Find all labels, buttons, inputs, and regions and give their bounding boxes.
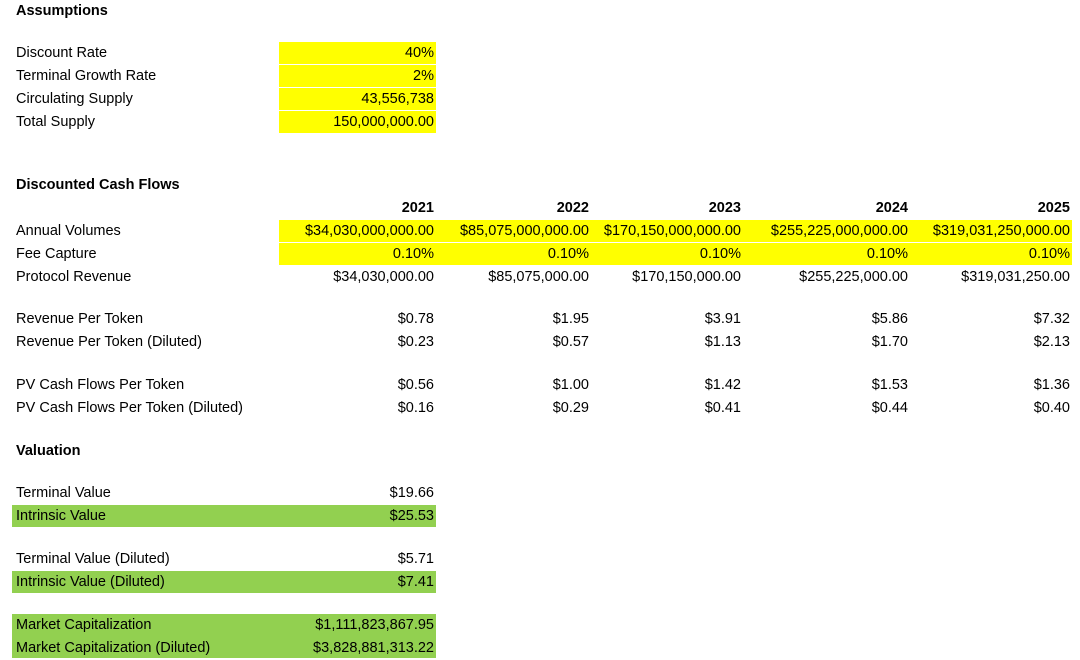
pv-cash-flows-per-token-diluted-2023-cell[interactable]: $0.41	[704, 400, 741, 416]
protocol-revenue-label: Protocol Revenue	[16, 269, 132, 285]
year-header-2022: 2022	[556, 200, 589, 216]
market-cap-cell[interactable]: $1,111,823,867.95	[315, 617, 434, 633]
revenue-per-token-diluted-2024-cell[interactable]: $1.70	[871, 334, 908, 350]
revenue-per-token-2021-cell[interactable]: $0.78	[397, 311, 434, 327]
pv-cash-flows-per-token-diluted-2025-cell[interactable]: $0.40	[1033, 400, 1070, 416]
annual-volumes-label: Annual Volumes	[16, 223, 121, 239]
pv-cash-flows-per-token-diluted-2021-cell[interactable]: $0.16	[397, 400, 434, 416]
circulating-supply-label: Circulating Supply	[16, 91, 133, 107]
annual-volumes-2024-cell[interactable]: $255,225,000,000.00	[743, 220, 910, 242]
fee-capture-2024-cell[interactable]: 0.10%	[743, 243, 910, 265]
revenue-per-token-2023-cell[interactable]: $3.91	[704, 311, 741, 327]
terminal-growth-rate-label: Terminal Growth Rate	[16, 68, 157, 84]
pv-cash-flows-per-token-diluted-label: PV Cash Flows Per Token (Diluted)	[16, 400, 243, 416]
intrinsic-value-label: Intrinsic Value	[16, 508, 106, 524]
annual-volumes-2021-cell[interactable]: $34,030,000,000.00	[279, 220, 436, 242]
protocol-revenue-2022-cell[interactable]: $85,075,000.00	[488, 269, 589, 285]
fee-capture-2021-cell[interactable]: 0.10%	[279, 243, 436, 265]
revenue-per-token-diluted-2023-cell[interactable]: $1.13	[704, 334, 741, 350]
terminal-growth-rate-cell[interactable]: 2%	[279, 65, 436, 87]
terminal-value-cell[interactable]: $19.66	[389, 485, 434, 501]
discount-rate-label: Discount Rate	[16, 45, 108, 61]
revenue-per-token-2022-cell[interactable]: $1.95	[552, 311, 589, 327]
market-cap-diluted-label: Market Capitalization (Diluted)	[16, 640, 211, 656]
pv-cash-flows-per-token-2022-cell[interactable]: $1.00	[552, 377, 589, 393]
market-cap-highlight	[12, 614, 436, 658]
annual-volumes-2022-cell[interactable]: $85,075,000,000.00	[436, 220, 591, 242]
revenue-per-token-diluted-2022-cell[interactable]: $0.57	[552, 334, 589, 350]
protocol-revenue-2023-cell[interactable]: $170,150,000.00	[632, 269, 741, 285]
year-header-2021: 2021	[401, 200, 434, 216]
revenue-per-token-2024-cell[interactable]: $5.86	[871, 311, 908, 327]
pv-cash-flows-per-token-2021-cell[interactable]: $0.56	[397, 377, 434, 393]
fee-capture-2022-cell[interactable]: 0.10%	[436, 243, 591, 265]
protocol-revenue-2021-cell[interactable]: $34,030,000.00	[333, 269, 434, 285]
total-supply-label: Total Supply	[16, 114, 95, 130]
protocol-revenue-2024-cell[interactable]: $255,225,000.00	[799, 269, 908, 285]
assumptions-title: Assumptions	[16, 3, 108, 19]
dcf-title: Discounted Cash Flows	[16, 177, 180, 193]
intrinsic-value-diluted-cell[interactable]: $7.41	[397, 574, 434, 590]
fee-capture-2023-cell[interactable]: 0.10%	[591, 243, 743, 265]
intrinsic-value-diluted-label: Intrinsic Value (Diluted)	[16, 574, 165, 590]
market-cap-diluted-cell[interactable]: $3,828,881,313.22	[313, 640, 434, 656]
year-header-2025: 2025	[1037, 200, 1070, 216]
year-header-2023: 2023	[708, 200, 741, 216]
revenue-per-token-label: Revenue Per Token	[16, 311, 144, 327]
terminal-value-label: Terminal Value	[16, 485, 111, 501]
revenue-per-token-diluted-label: Revenue Per Token (Diluted)	[16, 334, 202, 350]
circulating-supply-cell[interactable]: 43,556,738	[279, 88, 436, 110]
terminal-value-diluted-cell[interactable]: $5.71	[397, 551, 434, 567]
pv-cash-flows-per-token-diluted-2022-cell[interactable]: $0.29	[552, 400, 589, 416]
annual-volumes-2023-cell[interactable]: $170,150,000,000.00	[591, 220, 743, 242]
revenue-per-token-diluted-2021-cell[interactable]: $0.23	[397, 334, 434, 350]
fee-capture-label: Fee Capture	[16, 246, 97, 262]
discount-rate-cell[interactable]: 40%	[279, 42, 436, 64]
pv-cash-flows-per-token-2023-cell[interactable]: $1.42	[704, 377, 741, 393]
pv-cash-flows-per-token-label: PV Cash Flows Per Token	[16, 377, 185, 393]
pv-cash-flows-per-token-diluted-2024-cell[interactable]: $0.44	[871, 400, 908, 416]
total-supply-cell[interactable]: 150,000,000.00	[279, 111, 436, 133]
intrinsic-value-highlight	[12, 505, 436, 527]
market-cap-label: Market Capitalization	[16, 617, 152, 633]
protocol-revenue-2025-cell[interactable]: $319,031,250.00	[961, 269, 1070, 285]
intrinsic-value-diluted-highlight	[12, 571, 436, 593]
fee-capture-2025-cell[interactable]: 0.10%	[910, 243, 1072, 265]
valuation-title: Valuation	[16, 443, 81, 459]
intrinsic-value-cell[interactable]: $25.53	[389, 508, 434, 524]
year-header-2024: 2024	[875, 200, 908, 216]
pv-cash-flows-per-token-2024-cell[interactable]: $1.53	[871, 377, 908, 393]
annual-volumes-2025-cell[interactable]: $319,031,250,000.00	[910, 220, 1072, 242]
revenue-per-token-2025-cell[interactable]: $7.32	[1033, 311, 1070, 327]
pv-cash-flows-per-token-2025-cell[interactable]: $1.36	[1033, 377, 1070, 393]
terminal-value-diluted-label: Terminal Value (Diluted)	[16, 551, 170, 567]
revenue-per-token-diluted-2025-cell[interactable]: $2.13	[1033, 334, 1070, 350]
